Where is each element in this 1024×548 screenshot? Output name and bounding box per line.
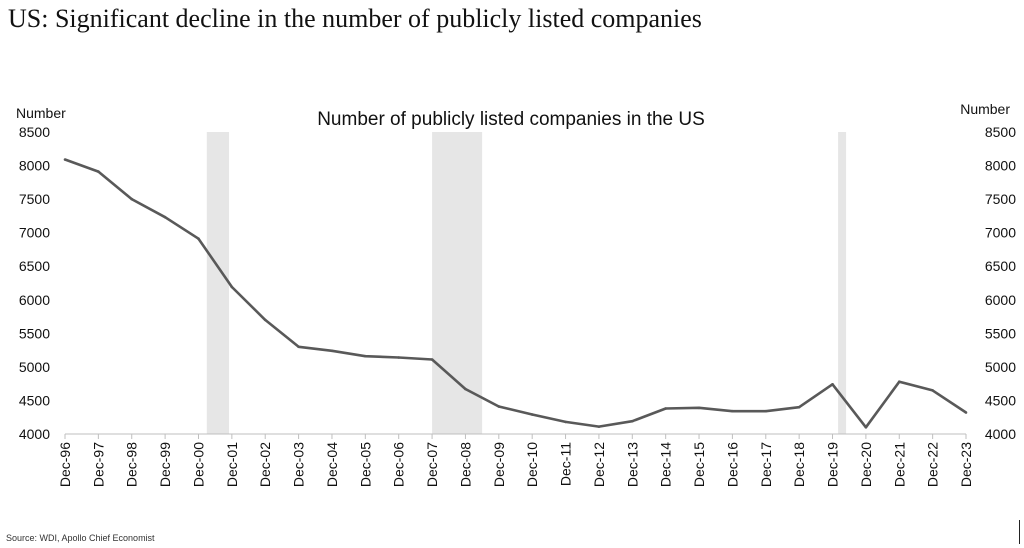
y-axis-label-right: Number <box>960 101 1010 117</box>
y-tick-label-left: 7000 <box>19 225 50 241</box>
data-point <box>163 215 167 219</box>
x-tick-label: Dec-20 <box>858 442 874 487</box>
recession-band <box>838 132 847 434</box>
y-tick-label-right: 6500 <box>985 258 1016 274</box>
y-tick-label-left: 8500 <box>19 124 50 140</box>
y-tick-label-left: 8000 <box>19 158 50 174</box>
y-tick-label-left: 4000 <box>19 426 50 442</box>
y-tick-label-right: 8000 <box>985 158 1016 174</box>
data-point <box>731 409 734 413</box>
edge-line <box>1019 520 1020 544</box>
data-point <box>664 407 667 410</box>
data-point <box>63 158 67 161</box>
data-point <box>130 197 134 201</box>
data-point <box>397 356 401 359</box>
y-tick-label-left: 7500 <box>19 191 50 207</box>
x-tick-label: Dec-13 <box>624 442 640 487</box>
x-tick-label: Dec-03 <box>291 442 307 487</box>
data-point <box>430 358 434 361</box>
recession-shading <box>206 132 847 434</box>
data-point <box>864 425 868 429</box>
y-tick-label-right: 7500 <box>985 191 1016 207</box>
series-layer <box>63 158 968 429</box>
data-point <box>897 380 901 383</box>
x-axis: Dec-96 Dec-97 Dec-98 Dec-99 Dec-00 Dec-01 Dec-… <box>57 433 974 487</box>
x-tick-label: Dec-09 <box>491 442 507 487</box>
series-line <box>64 158 967 429</box>
x-tick-label: Dec-14 <box>658 442 674 487</box>
x-tick-label: Dec-01 <box>224 442 240 487</box>
data-point <box>263 318 267 322</box>
y-tick-label-right: 4000 <box>985 426 1016 442</box>
x-tick-label: Dec-06 <box>391 442 407 487</box>
y-tick-label-right: 5500 <box>985 325 1016 341</box>
y-tick-label-left: 5000 <box>19 359 50 375</box>
x-tick-label: Dec-96 <box>57 442 73 487</box>
data-point <box>697 406 701 410</box>
y-tick-label-right: 6000 <box>985 292 1016 308</box>
data-point <box>597 425 601 428</box>
data-point <box>97 170 100 173</box>
y-axis-left: 4000 4500 5000 5500 6000 6500 7000 7500 8000 8500 <box>19 124 50 442</box>
headline: US: Significant decline in the number of… <box>8 4 702 33</box>
y-tick-label-right: 4500 <box>985 392 1016 408</box>
recession-band <box>432 132 483 434</box>
x-tick-label: Dec-02 <box>257 442 273 487</box>
x-tick-label: Dec-10 <box>524 442 540 487</box>
x-tick-label: Dec-18 <box>791 442 807 487</box>
y-axis-label-left: Number <box>16 105 66 121</box>
x-tick-label: Dec-05 <box>357 442 373 487</box>
x-tick-label: Dec-21 <box>891 442 907 487</box>
x-tick-label: Dec-07 <box>424 442 440 487</box>
y-axis-right: 4000 4500 5000 5500 6000 6500 7000 7500 8000 8500 <box>985 124 1016 442</box>
data-point <box>497 405 501 408</box>
x-tick-label: Dec-12 <box>591 442 607 487</box>
y-tick-label-left: 6500 <box>19 258 50 274</box>
x-tick-label: Dec-04 <box>324 442 340 487</box>
y-tick-label-right: 5000 <box>985 359 1016 375</box>
data-point <box>931 389 934 392</box>
data-point <box>797 405 801 409</box>
x-tick-label: Dec-11 <box>558 442 574 486</box>
data-point <box>464 387 467 391</box>
x-tick-label: Dec-22 <box>925 442 941 487</box>
data-point <box>530 413 534 416</box>
y-tick-label-right: 7000 <box>985 225 1016 241</box>
x-tick-label: Dec-97 <box>90 442 106 487</box>
recession-band <box>206 132 230 434</box>
data-point <box>330 349 334 353</box>
data-point <box>764 409 768 413</box>
source-note: Source: WDI, Apollo Chief Economist <box>6 533 155 543</box>
x-tick-label: Dec-15 <box>691 442 707 487</box>
y-tick-label-left: 6000 <box>19 292 50 308</box>
y-tick-label-left: 4500 <box>19 392 50 408</box>
data-point <box>564 420 567 424</box>
y-tick-label-right: 8500 <box>985 124 1016 140</box>
y-tick-label-left: 5500 <box>19 325 50 341</box>
data-point <box>831 383 834 386</box>
data-point <box>230 285 234 289</box>
x-tick-label: Dec-00 <box>190 442 206 487</box>
data-point <box>364 354 367 358</box>
data-point <box>964 411 968 414</box>
x-tick-label: Dec-16 <box>724 442 740 487</box>
data-point <box>630 419 634 423</box>
x-tick-label: Dec-99 <box>157 442 173 487</box>
x-tick-label: Dec-19 <box>825 442 841 487</box>
x-tick-label: Dec-17 <box>758 442 774 487</box>
x-tick-label: Dec-08 <box>457 442 473 487</box>
chart-title: Number of publicly listed companies in t… <box>317 109 705 130</box>
data-point <box>197 237 200 241</box>
x-tick-label: Dec-98 <box>124 442 140 487</box>
x-tick-label: Dec-23 <box>958 442 974 487</box>
data-point <box>297 345 300 349</box>
